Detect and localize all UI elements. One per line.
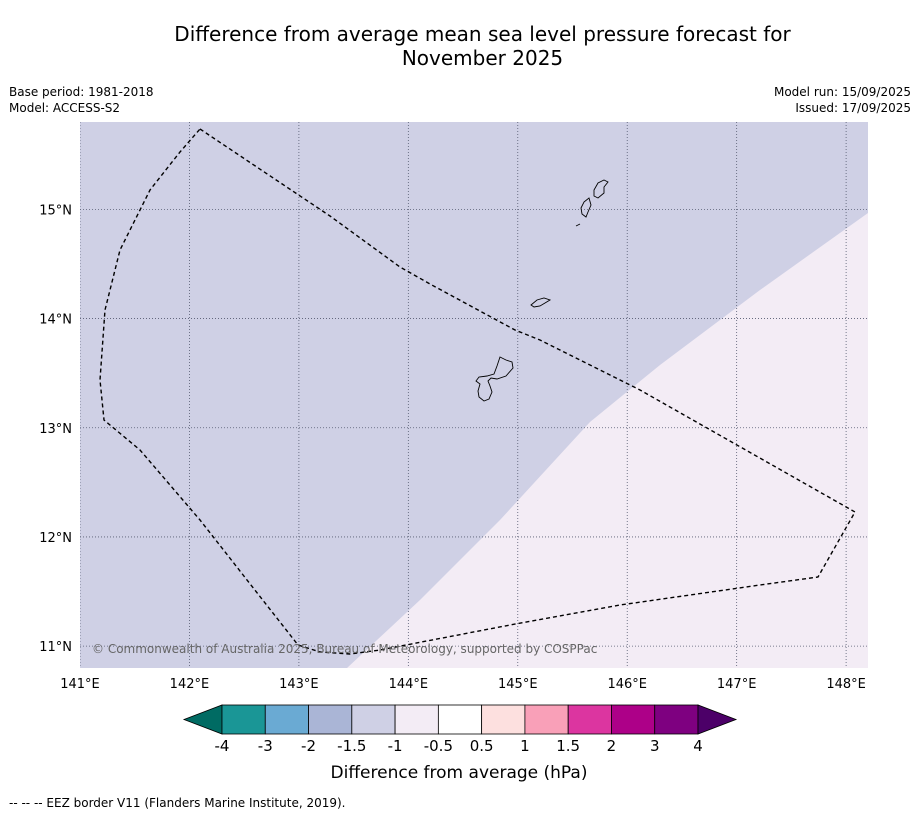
title-line-2: November 2025 xyxy=(401,46,564,70)
colorbar-label: -4 xyxy=(215,737,230,755)
rota-island xyxy=(530,297,552,308)
title-line-1: Difference from average mean sea level p… xyxy=(174,22,791,46)
colorbar-segment xyxy=(524,704,569,735)
eez-border xyxy=(99,128,856,655)
x-tick-label: 148°E xyxy=(826,677,866,692)
colorbar-segment xyxy=(567,704,612,735)
y-axis-ticks: 15°N 14°N 13°N 12°N 11°N xyxy=(39,203,72,655)
colorbar-label: 3 xyxy=(650,737,660,755)
y-tick-label: 15°N xyxy=(39,203,72,218)
colorbar-label: -1.5 xyxy=(337,737,366,755)
chart-title: Difference from average mean sea level p… xyxy=(60,22,905,70)
colorbar-label: 1 xyxy=(520,737,530,755)
model-name: Model: ACCESS-S2 xyxy=(9,101,121,115)
model-run: Model run: 15/09/2025 xyxy=(773,85,911,99)
colorbar-segment xyxy=(481,704,526,735)
y-tick-label: 11°N xyxy=(39,640,72,655)
x-tick-label: 147°E xyxy=(717,677,757,692)
base-period: Base period: 1981-2018 xyxy=(9,85,154,99)
y-tick-label: 12°N xyxy=(39,531,72,546)
colorbar-label: -0.5 xyxy=(424,737,453,755)
eez-footnote: -- -- -- EEZ border V11 (Flanders Marine… xyxy=(9,796,346,810)
colorbar-label: -2 xyxy=(301,737,316,755)
saipan-island xyxy=(593,179,609,199)
colorbar xyxy=(182,704,738,735)
aguijan-island xyxy=(575,223,581,227)
x-tick-label: 145°E xyxy=(498,677,538,692)
x-tick-label: 146°E xyxy=(607,677,647,692)
map-area: © Commonwealth of Australia 2025, Bureau… xyxy=(80,122,868,668)
colorbar-label: -1 xyxy=(388,737,403,755)
colorbar-segment xyxy=(308,704,353,735)
island-outlines xyxy=(475,179,609,402)
colorbar-label: 2 xyxy=(607,737,617,755)
colorbar-label: 0.5 xyxy=(470,737,494,755)
colorbar-segment xyxy=(221,704,266,735)
x-axis-ticks: 141°E 142°E 143°E 144°E 145°E 146°E 147°E 148°E xyxy=(60,677,866,692)
y-tick-label: 13°N xyxy=(39,422,72,437)
x-tick-label: 144°E xyxy=(389,677,429,692)
colorbar-labels: -4 -3 -2 -1.5 -1 -0.5 0.5 1 1.5 2 3 4 xyxy=(215,737,703,755)
x-tick-label: 141°E xyxy=(60,677,100,692)
copyright-text: © Commonwealth of Australia 2025, Bureau… xyxy=(92,642,597,656)
meta-left: Base period: 1981-2018 Model: ACCESS-S2 xyxy=(9,84,154,116)
pressure-region-near-average xyxy=(347,213,868,668)
issued-date: Issued: 17/09/2025 xyxy=(795,101,911,115)
tinian-island xyxy=(580,197,592,218)
colorbar-segment xyxy=(264,704,309,735)
meta-right: Model run: 15/09/2025 Issued: 17/09/2025 xyxy=(774,84,911,116)
colorbar-segment xyxy=(394,704,439,735)
guam-island xyxy=(475,356,514,402)
x-tick-label: 142°E xyxy=(170,677,210,692)
colorbar-segment xyxy=(437,704,483,735)
colorbar-label: 1.5 xyxy=(556,737,580,755)
colorbar-label: -3 xyxy=(258,737,273,755)
colorbar-segment xyxy=(351,704,396,735)
colorbar-extend-high xyxy=(697,704,738,735)
colorbar-title: Difference from average (hPa) xyxy=(331,763,588,783)
x-tick-label: 143°E xyxy=(279,677,319,692)
colorbar-segment xyxy=(654,704,699,735)
colorbar-segment xyxy=(611,704,656,735)
y-tick-label: 14°N xyxy=(39,313,72,328)
gridlines xyxy=(80,122,868,668)
colorbar-extend-low xyxy=(182,704,223,735)
colorbar-label: 4 xyxy=(693,737,703,755)
